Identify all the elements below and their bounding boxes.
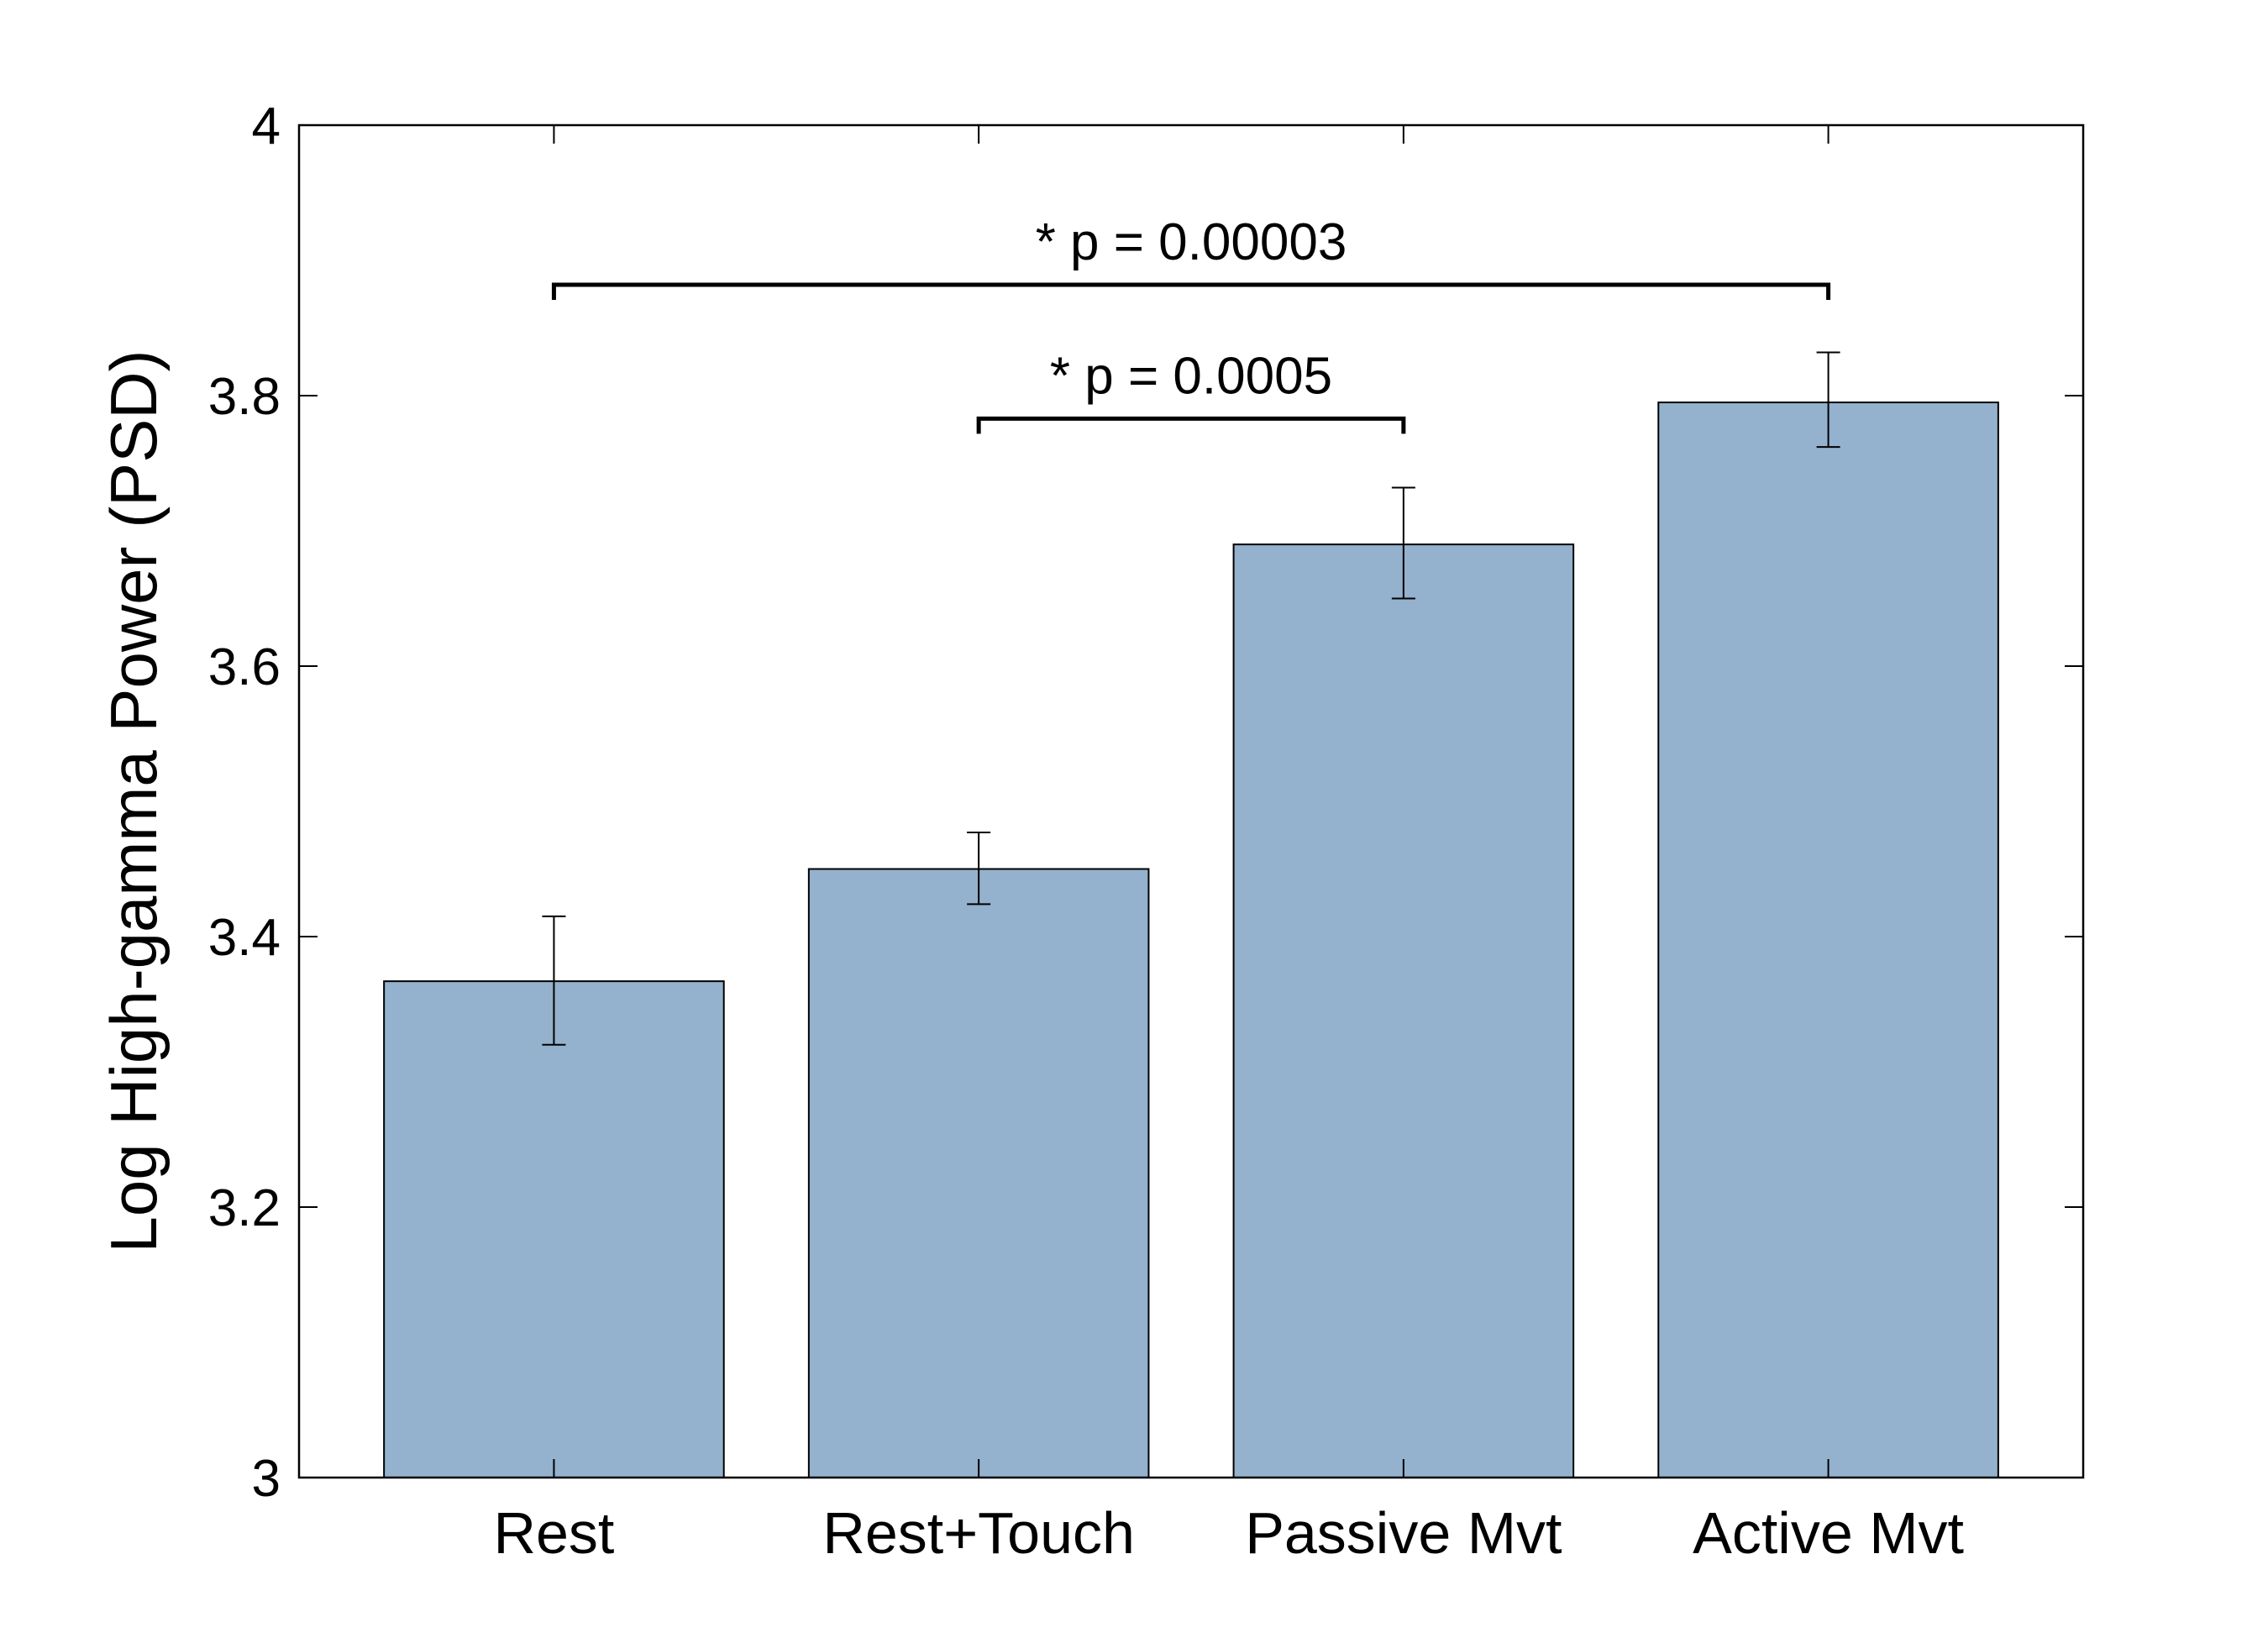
y-tick-label: 3 bbox=[252, 1450, 281, 1508]
significance-annotations: * p = 0.00003 * p = 0.0005 bbox=[551, 213, 1831, 434]
significance-label: * p = 0.0005 bbox=[1050, 347, 1332, 405]
x-tick-label: Active Mvt bbox=[1693, 1500, 1964, 1566]
bar-rest-touch bbox=[807, 868, 1150, 1478]
x-tick-label: Rest+Touch bbox=[822, 1500, 1135, 1566]
plot-area-frame bbox=[297, 123, 2085, 1479]
significance-label: * p = 0.00003 bbox=[1036, 213, 1347, 271]
error-bars bbox=[542, 351, 1840, 1046]
y-tick-label: 3.4 bbox=[208, 909, 281, 967]
significance-bracket bbox=[976, 416, 1406, 434]
y-tick-label: 3.8 bbox=[208, 368, 281, 426]
bar-rest bbox=[383, 980, 725, 1478]
axis-ticks: Rest Rest+Touch Passive Mvt Active Mvt 3 3.2 3… bbox=[208, 97, 2083, 1566]
bars bbox=[383, 402, 1999, 1478]
significance-bracket bbox=[551, 282, 1831, 300]
y-axis-label: Log High-gamma Power (PSD) bbox=[97, 349, 171, 1252]
y-tick-label: 4 bbox=[252, 97, 281, 155]
x-tick-label: Rest bbox=[493, 1500, 614, 1566]
bar-active-mvt bbox=[1657, 402, 1999, 1478]
bar-passive-mvt bbox=[1232, 543, 1575, 1478]
x-tick-label: Passive Mvt bbox=[1245, 1500, 1562, 1566]
y-tick-label: 3.6 bbox=[208, 638, 281, 696]
y-tick-label: 3.2 bbox=[208, 1179, 281, 1237]
